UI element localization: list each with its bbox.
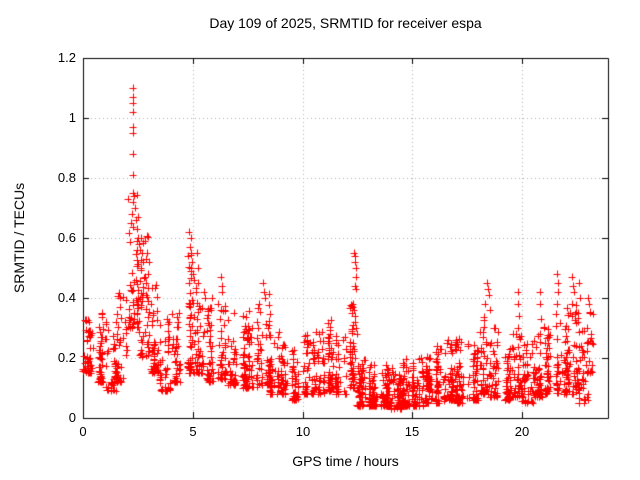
y-tick-label: 1.2	[57, 50, 76, 65]
y-tick-label: 1	[68, 110, 76, 125]
x-tick-label: 0	[79, 424, 87, 439]
y-tick-label: 0.2	[57, 350, 76, 365]
y-tick-label: 0.4	[57, 290, 76, 305]
y-axis-label: SRMTID / TECUs	[11, 182, 27, 294]
x-tick-label: 5	[189, 424, 197, 439]
x-tick-label: 20	[514, 424, 530, 439]
x-axis-label: GPS time / hours	[292, 453, 399, 469]
y-tick-label: 0.8	[57, 170, 76, 185]
x-tick-label: 15	[404, 424, 420, 439]
y-tick-label: 0.6	[57, 230, 76, 245]
chart-title: Day 109 of 2025, SRMTID for receiver esp…	[209, 15, 482, 31]
y-tick-label: 0	[68, 410, 76, 425]
x-tick-label: 10	[295, 424, 311, 439]
